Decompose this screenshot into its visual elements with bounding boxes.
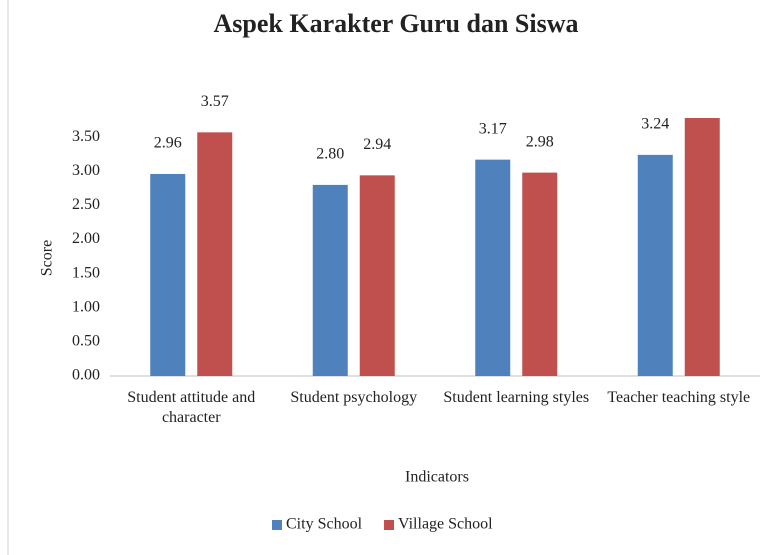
bar [522, 172, 558, 376]
legend-swatch [384, 520, 395, 530]
y-tick-label: 1.00 [72, 298, 100, 315]
x-tick-label: Student psychology [290, 389, 418, 406]
chart-title: Aspek Karakter Guru dan Siswa [213, 9, 578, 38]
bar [359, 175, 395, 376]
y-tick-label: 3.50 [72, 128, 100, 145]
data-label: 3.24 [641, 116, 669, 133]
legend-label: City School [286, 516, 363, 533]
y-tick-label: 1.50 [72, 264, 100, 281]
y-tick-label: 0.00 [72, 367, 100, 384]
x-axis-label: Indicators [405, 469, 469, 486]
x-tick-label: Student attitude and character [127, 389, 256, 426]
legend-label: Village School [398, 516, 493, 533]
bar [475, 159, 511, 376]
bar [684, 118, 720, 376]
data-label: 2.96 [154, 135, 182, 152]
bar [312, 184, 348, 376]
data-label: 2.98 [526, 133, 554, 150]
bar [197, 132, 233, 376]
data-label: 3.17 [479, 120, 507, 137]
data-label: 3.57 [201, 93, 229, 110]
data-label: 2.94 [363, 136, 391, 153]
x-tick-label: Student learning styles [443, 389, 590, 406]
y-axis-label: Score [39, 240, 56, 276]
y-tick-label: 2.00 [72, 230, 100, 247]
data-label: 2.80 [316, 146, 344, 163]
legend-swatch [272, 520, 282, 530]
y-tick-label: 3.00 [72, 162, 100, 179]
x-tick-label: Teacher teaching style [607, 389, 751, 406]
bar [637, 154, 673, 376]
y-tick-label: 0.50 [72, 333, 100, 350]
y-tick-label: 2.50 [72, 196, 100, 213]
bar [150, 173, 186, 376]
